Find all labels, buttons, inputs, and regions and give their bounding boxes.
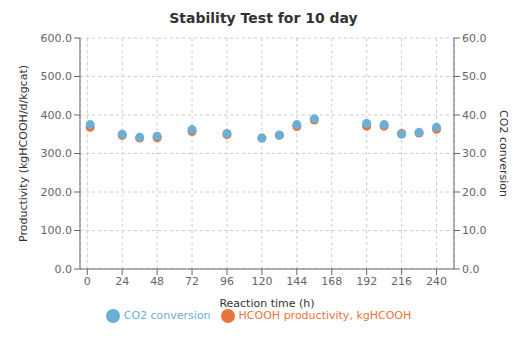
svg-text:200.0: 200.0 [41, 186, 73, 199]
svg-text:Reaction time (h): Reaction time (h) [219, 297, 314, 310]
svg-text:50.0: 50.0 [462, 70, 487, 83]
svg-text:10.0: 10.0 [462, 224, 487, 237]
html-text:HCOOH productivity, kgHCOOH: HCOOH productivity, kgHCOOH [238, 309, 412, 322]
svg-text:20.0: 20.0 [462, 186, 487, 199]
svg-text:192: 192 [356, 275, 377, 288]
svg-text:120: 120 [251, 275, 272, 288]
svg-text:216: 216 [391, 275, 412, 288]
svg-text:60.0: 60.0 [462, 32, 487, 45]
svg-text:600.0: 600.0 [41, 32, 73, 45]
svg-text:30.0: 30.0 [462, 147, 487, 160]
svg-text:100.0: 100.0 [41, 224, 73, 237]
svg-text:24: 24 [115, 275, 129, 288]
svg-text:500.0: 500.0 [41, 70, 73, 83]
svg-text:0.0: 0.0 [462, 263, 480, 276]
html-text:Stability Test for 10 day: Stability Test for 10 day [169, 10, 358, 26]
svg-text:400.0: 400.0 [41, 109, 73, 122]
html-text:CO2 conversion: CO2 conversion [123, 309, 211, 322]
svg-text:168: 168 [321, 275, 342, 288]
svg-text:240: 240 [426, 275, 447, 288]
svg-text:40.0: 40.0 [462, 109, 487, 122]
svg-text:CO2 conversion: CO2 conversion [497, 110, 510, 197]
svg-text:Productivity (kgHCOOH/d/kgcat): Productivity (kgHCOOH/d/kgcat) [17, 65, 30, 242]
svg-text:72: 72 [185, 275, 199, 288]
svg-text:300.0: 300.0 [41, 147, 73, 160]
svg-text:144: 144 [286, 275, 307, 288]
svg-text:0.0: 0.0 [55, 263, 73, 276]
svg-text:48: 48 [150, 275, 164, 288]
svg-text:96: 96 [220, 275, 234, 288]
svg-text:0: 0 [84, 275, 91, 288]
